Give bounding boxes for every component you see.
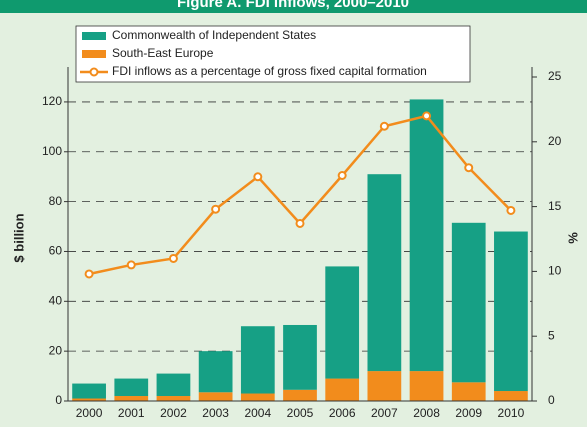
legend-label: South-East Europe — [112, 46, 214, 60]
x-tick-label: 2010 — [498, 406, 525, 420]
x-tick-label: 2005 — [287, 406, 314, 420]
x-tick-label: 2008 — [413, 406, 440, 420]
line-point — [337, 170, 347, 180]
bar-segment — [451, 382, 486, 401]
bar-segment — [156, 373, 191, 397]
y2-tick-label: 15 — [548, 199, 562, 213]
y-tick-label: 40 — [49, 293, 63, 307]
bar-segment — [114, 396, 149, 401]
y2-tick-label: 5 — [548, 328, 555, 342]
line-point — [464, 163, 474, 173]
line-point — [253, 172, 263, 182]
bar-segment — [325, 378, 360, 401]
bar-segment — [198, 392, 233, 401]
bar-segment — [367, 174, 402, 372]
bar-segment — [494, 231, 528, 392]
legend-swatch — [82, 32, 106, 40]
bar-segment — [451, 222, 486, 383]
bar-segment — [409, 99, 444, 372]
y2-axis-label: % — [565, 232, 580, 244]
bar-segment — [156, 396, 191, 401]
x-tick-label: 2004 — [244, 406, 271, 420]
y-tick-label: 100 — [42, 144, 62, 158]
bar-segment — [494, 391, 528, 401]
line-point — [506, 205, 516, 215]
line-point — [422, 111, 432, 121]
line-point — [379, 121, 389, 131]
bar-segment — [240, 393, 275, 401]
y-tick-label: 20 — [49, 343, 63, 357]
y-tick-label: 0 — [55, 393, 62, 407]
line-point — [211, 204, 221, 214]
y2-tick-label: 0 — [548, 393, 555, 407]
title-bar — [0, 0, 587, 13]
bar-segment — [367, 371, 402, 401]
bar-segment — [409, 371, 444, 401]
legend-box — [75, 25, 471, 83]
legend-swatch — [89, 67, 99, 77]
x-tick-label: 2009 — [455, 406, 482, 420]
x-tick-label: 2007 — [371, 406, 398, 420]
bar-segment — [283, 389, 317, 401]
x-tick-label: 2000 — [76, 406, 103, 420]
x-tick-label: 2002 — [160, 406, 187, 420]
bar-segment — [283, 324, 317, 390]
bar-segment — [240, 326, 275, 394]
bar-segment — [72, 398, 106, 401]
bar-segment — [114, 378, 149, 397]
y-tick-label: 60 — [49, 244, 63, 258]
x-tick-label: 2006 — [329, 406, 356, 420]
y-tick-label: 120 — [42, 94, 62, 108]
y-axis-label: $ billion — [11, 213, 26, 262]
legend-label: FDI inflows as a percentage of gross fix… — [112, 64, 427, 78]
y-tick-label: 80 — [49, 194, 63, 208]
x-tick-label: 2001 — [118, 406, 145, 420]
line-point — [168, 253, 178, 263]
y2-tick-label: 25 — [548, 69, 562, 83]
bar-segment — [325, 266, 360, 379]
line-point — [84, 269, 94, 279]
x-tick-label: 2003 — [202, 406, 229, 420]
line-point — [295, 218, 305, 228]
bar-segment — [72, 383, 106, 399]
line-point — [126, 260, 136, 270]
y2-tick-label: 10 — [548, 264, 562, 278]
bar-segment — [198, 351, 233, 393]
chart-title: Figure A. FDI inflows, 2000–2010 — [177, 0, 409, 11]
y2-tick-label: 20 — [548, 134, 562, 148]
legend-label: Commonwealth of Independent States — [112, 28, 316, 42]
legend-swatch — [82, 50, 106, 58]
